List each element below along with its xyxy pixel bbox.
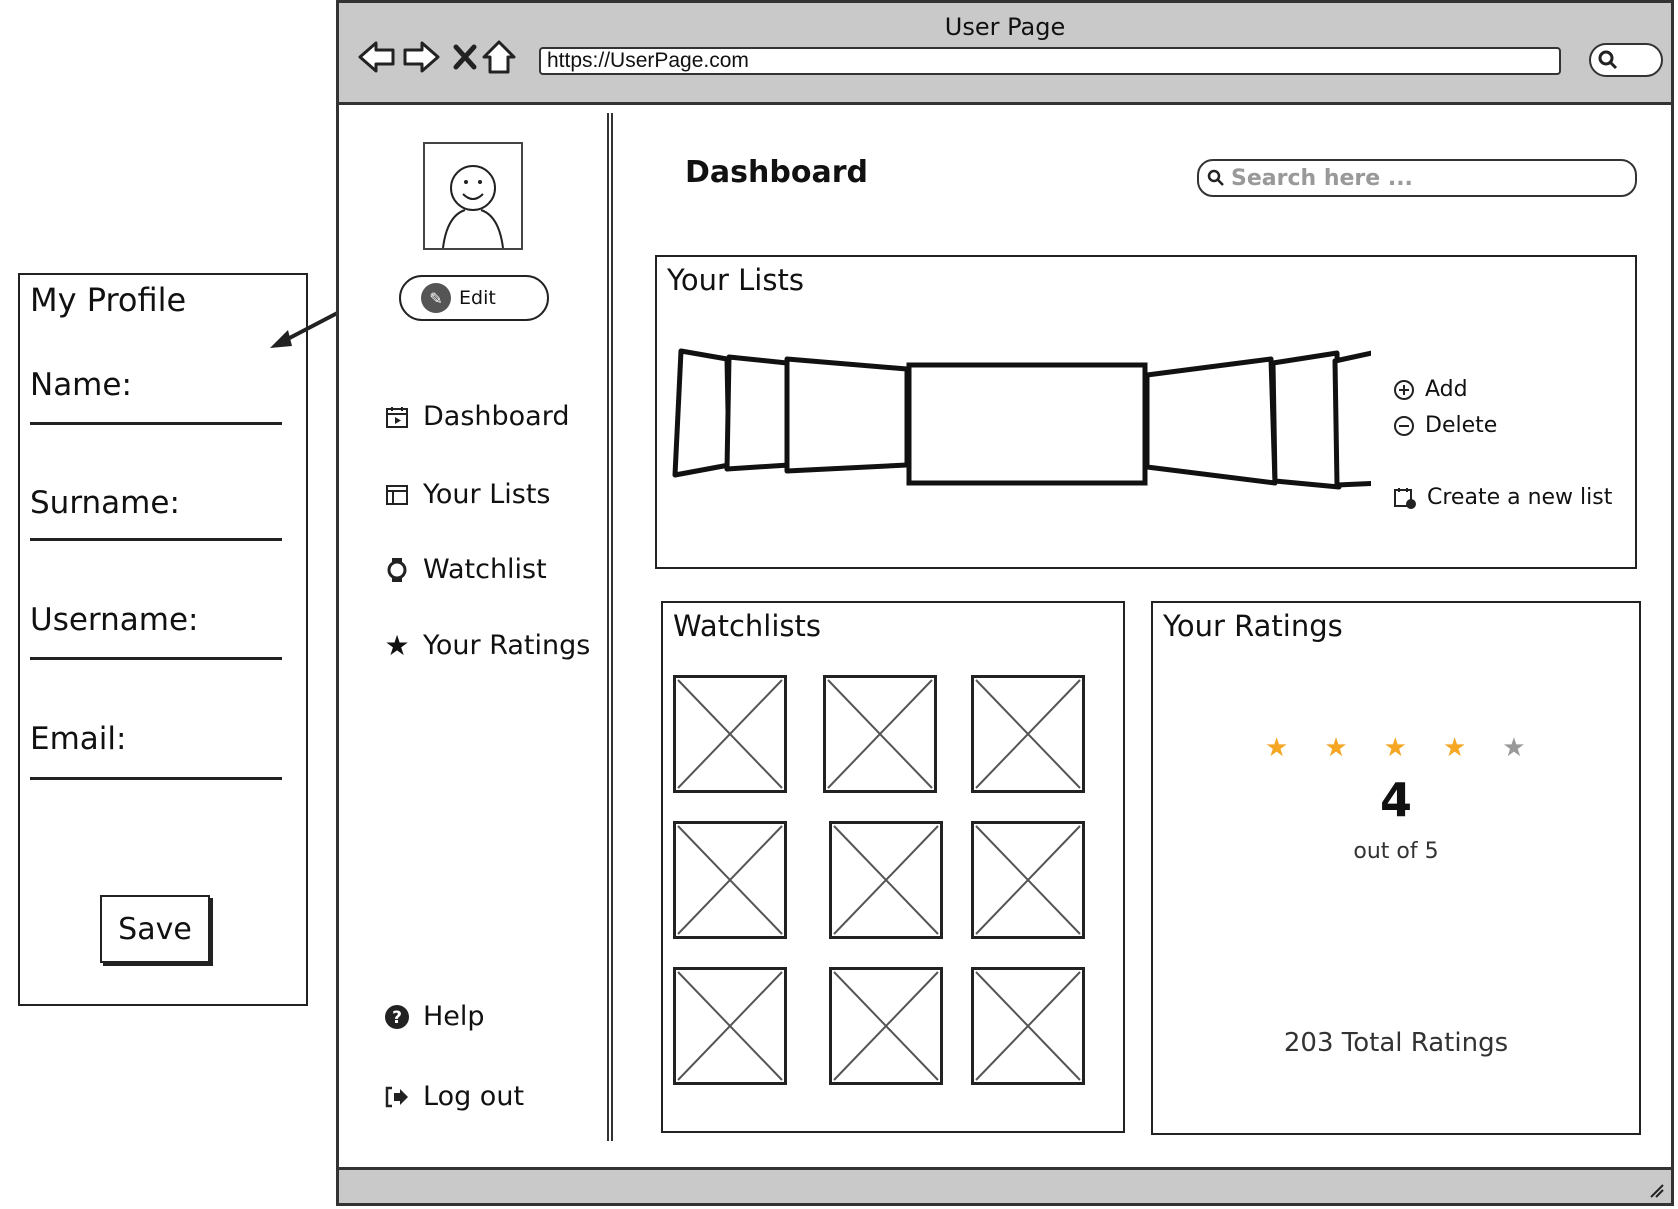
watchlists-panel: Watchlists <box>661 601 1125 1133</box>
rating-value: 4 <box>1379 773 1412 827</box>
ratings-title: Your Ratings <box>1163 609 1343 643</box>
search-placeholder: Search here ... <box>1231 165 1413 191</box>
edit-label: Edit <box>459 287 496 309</box>
url-bar[interactable]: https://UserPage.com <box>539 47 1561 75</box>
add-list-button[interactable]: Add <box>1393 377 1468 402</box>
watchlist-item[interactable] <box>971 967 1085 1085</box>
resize-grip-icon[interactable] <box>1645 1179 1665 1199</box>
page-title: Dashboard <box>685 155 868 190</box>
logout-icon <box>383 1083 411 1111</box>
watchlist-item[interactable] <box>829 967 943 1085</box>
create-list-button[interactable]: Create a new list <box>1393 485 1612 510</box>
sidebar-item-logout[interactable]: Log out <box>383 1081 524 1112</box>
search-icon <box>1598 50 1618 70</box>
rating-stars[interactable]: ★ ★ ★ ★ ★ <box>1265 733 1526 763</box>
calendar-icon <box>383 403 411 431</box>
sidebar-item-label: Help <box>423 1001 485 1032</box>
star-icon[interactable]: ★ <box>1265 733 1289 763</box>
image-placeholder-icon <box>677 825 783 935</box>
email-field[interactable] <box>30 777 282 780</box>
image-placeholder-icon <box>833 825 939 935</box>
image-placeholder-icon <box>975 825 1081 935</box>
window-title: User Page <box>944 13 1066 41</box>
plus-circle-icon <box>1394 379 1414 400</box>
watchlist-item[interactable] <box>823 675 937 793</box>
your-lists-title: Your Lists <box>667 263 804 297</box>
delete-list-button[interactable]: Delete <box>1393 413 1497 438</box>
sidebar-item-help[interactable]: ? Help <box>383 1001 485 1032</box>
add-label: Add <box>1425 377 1468 402</box>
sidebar-item-label: Your Lists <box>423 479 551 510</box>
sidebar-splitter[interactable] <box>607 113 613 1141</box>
name-field[interactable] <box>30 422 282 425</box>
image-placeholder-icon <box>677 971 783 1081</box>
browser-window: User Page https://UserPage.com ✎ <box>336 0 1674 1206</box>
forward-icon[interactable] <box>401 37 441 77</box>
image-placeholder-icon <box>975 971 1081 1081</box>
image-placeholder-icon <box>833 971 939 1081</box>
browser-titlebar: User Page https://UserPage.com <box>339 3 1671 105</box>
home-icon[interactable] <box>479 37 519 77</box>
star-icon[interactable]: ★ <box>1442 733 1467 763</box>
star-icon[interactable]: ★ <box>1502 733 1526 763</box>
sidebar-item-label: Your Ratings <box>423 630 591 661</box>
username-label: Username: <box>30 602 199 638</box>
image-placeholder-icon <box>677 679 783 789</box>
total-ratings: 203 Total Ratings <box>1283 1028 1509 1058</box>
star-icon: ★ <box>384 629 410 662</box>
user-avatar-icon <box>442 165 504 249</box>
sidebar-item-watchlist[interactable]: Watchlist <box>383 554 547 585</box>
watch-icon <box>383 556 411 584</box>
sidebar-item-your-ratings[interactable]: ★ Your Ratings <box>383 629 591 662</box>
svg-text:?: ? <box>392 1008 402 1028</box>
watchlist-item[interactable] <box>673 821 787 939</box>
edit-profile-button[interactable]: ✎ Edit <box>399 275 549 321</box>
watchlist-item[interactable] <box>673 967 787 1085</box>
close-icon[interactable] <box>445 37 485 77</box>
watchlist-item[interactable] <box>673 675 787 793</box>
watchlists-title: Watchlists <box>673 609 821 643</box>
avatar <box>423 142 523 250</box>
watchlist-item[interactable] <box>971 821 1085 939</box>
email-label: Email: <box>30 721 127 757</box>
save-button[interactable]: Save <box>100 895 210 963</box>
browser-statusbar <box>339 1167 1671 1203</box>
sidebar-item-dashboard[interactable]: Dashboard <box>383 401 569 432</box>
help-icon: ? <box>383 1003 411 1031</box>
profile-panel: My Profile Name: Surname: Username: Emai… <box>18 273 308 1006</box>
list-carousel[interactable] <box>671 347 1371 497</box>
star-icon[interactable]: ★ <box>1324 733 1348 763</box>
search-input[interactable]: Search here ... <box>1197 159 1637 197</box>
delete-label: Delete <box>1425 413 1498 438</box>
calendar-add-icon <box>1394 487 1416 509</box>
minus-circle-icon <box>1394 415 1414 436</box>
watchlist-item[interactable] <box>971 675 1085 793</box>
sidebar-item-label: Log out <box>423 1081 525 1112</box>
profile-title: My Profile <box>30 281 187 319</box>
surname-label: Surname: <box>30 485 180 521</box>
sidebar-item-label: Watchlist <box>423 554 547 585</box>
back-icon[interactable] <box>357 37 397 77</box>
sidebar-item-label: Dashboard <box>423 401 570 432</box>
your-lists-panel: Your Lists Add Delete Create a new list <box>655 255 1637 569</box>
sidebar-item-your-lists[interactable]: Your Lists <box>383 479 551 510</box>
rating-out-of: out of 5 <box>1353 839 1439 864</box>
browser-search-button[interactable] <box>1589 43 1663 77</box>
name-label: Name: <box>30 367 132 403</box>
create-list-label: Create a new list <box>1427 485 1613 510</box>
pencil-icon: ✎ <box>421 283 451 313</box>
search-icon <box>1207 169 1224 186</box>
watchlist-item[interactable] <box>829 821 943 939</box>
username-field[interactable] <box>30 657 282 660</box>
image-placeholder-icon <box>975 679 1081 789</box>
image-placeholder-icon <box>827 679 933 789</box>
layout-icon <box>383 481 411 509</box>
ratings-panel: Your Ratings ★ ★ ★ ★ ★ 4 out of 5 203 Total … <box>1151 601 1641 1135</box>
surname-field[interactable] <box>30 538 282 541</box>
star-icon[interactable]: ★ <box>1383 733 1407 763</box>
